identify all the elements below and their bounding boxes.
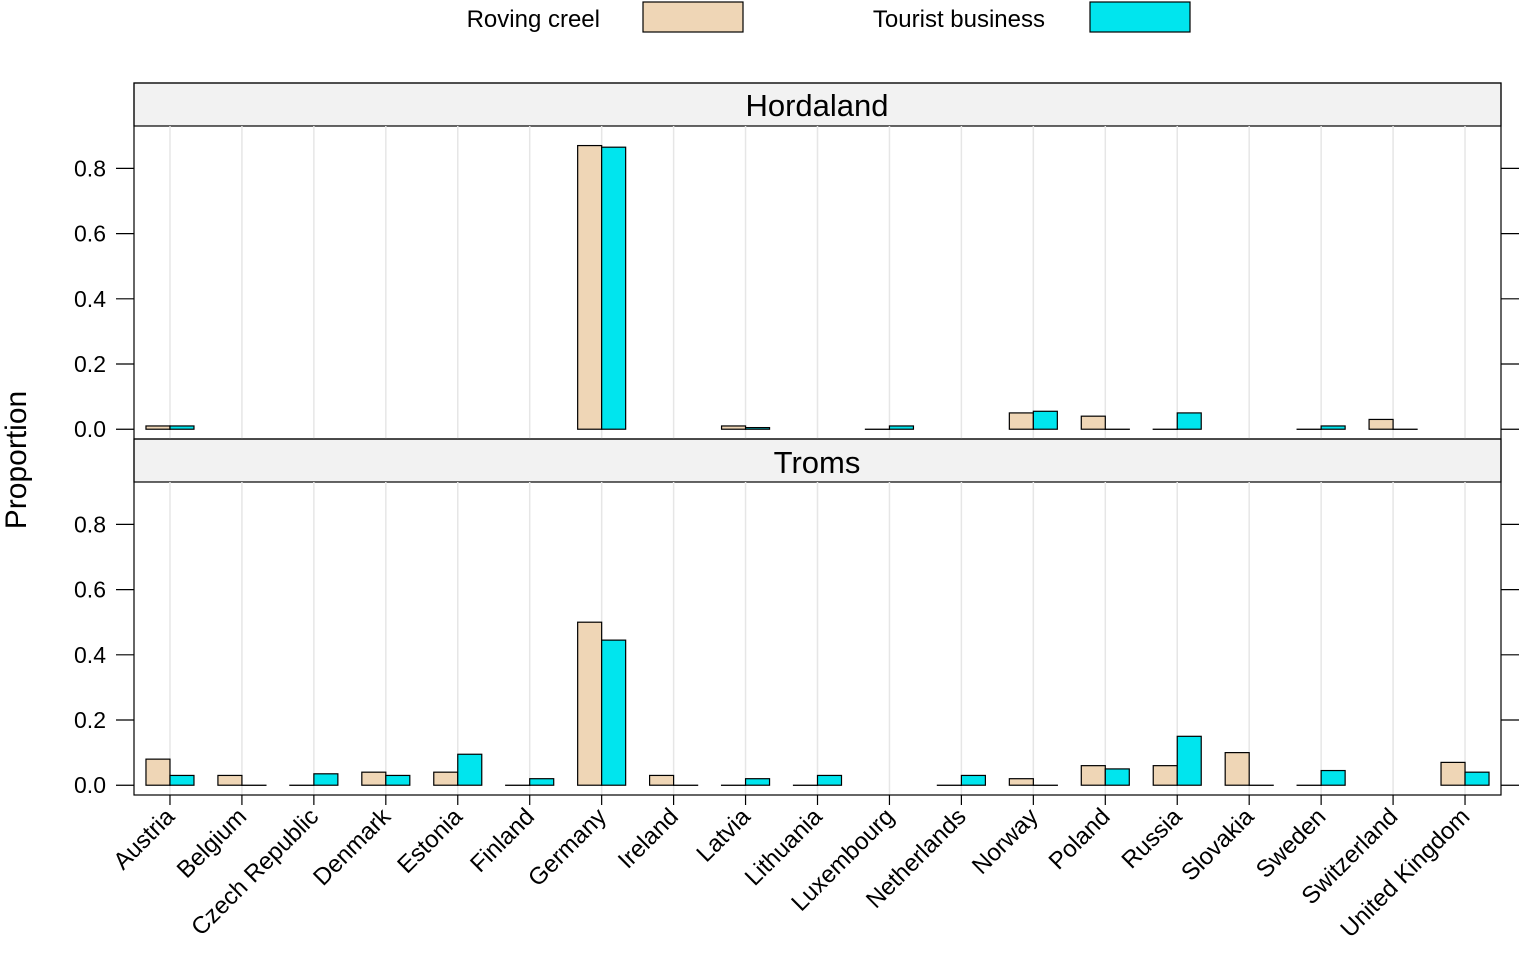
bar-troms-roving-creel-russia — [1152, 765, 1178, 786]
y-tick-label-hordaland-0: 0.0 — [74, 416, 106, 442]
y-axis-title: Proportion — [0, 391, 33, 529]
legend-swatch-tourist-business — [1089, 1, 1191, 33]
plot-frame — [133, 82, 1502, 796]
y-tick-label-hordaland-4: 0.8 — [74, 155, 106, 181]
bar-troms-tourist-business-estonia — [457, 753, 483, 786]
y-tick-label-troms-1: 0.2 — [74, 707, 106, 733]
bar-hordaland-roving-creel-germany — [577, 144, 603, 430]
y-tick-label-troms-4: 0.8 — [74, 511, 106, 537]
bar-hordaland-tourist-business-luxembourg — [888, 425, 915, 430]
y-tick-label-hordaland-1: 0.2 — [74, 351, 106, 377]
bar-troms-tourist-business-sweden — [1320, 769, 1346, 786]
bar-hordaland-roving-creel-norway — [1008, 412, 1034, 430]
bar-troms-roving-creel-poland — [1080, 765, 1106, 786]
bar-hordaland-roving-creel-austria — [145, 425, 171, 430]
panel-plot-troms — [145, 482, 1490, 795]
bar-troms-roving-creel-slovakia — [1224, 752, 1250, 786]
panel-title-hordaland: Hordaland — [745, 88, 888, 123]
y-tick-label-hordaland-2: 0.4 — [74, 286, 106, 312]
bar-hordaland-roving-creel-poland — [1080, 415, 1106, 430]
bar-hordaland-tourist-business-germany — [601, 146, 627, 430]
panel-title-troms: Troms — [774, 445, 861, 480]
y-tick-label-hordaland-3: 0.6 — [74, 221, 106, 247]
y-tick-label-troms-0: 0.0 — [74, 772, 106, 798]
legend-label-tourist-business: Tourist business — [873, 6, 1045, 33]
bar-troms-roving-creel-belgium — [217, 774, 243, 786]
y-tick-label-troms-3: 0.6 — [74, 577, 106, 603]
legend-swatch-roving-creel — [642, 1, 744, 33]
bar-troms-tourist-business-latvia — [744, 778, 771, 786]
panel-strip-troms: Troms — [133, 438, 1502, 483]
bar-troms-tourist-business-germany — [601, 639, 627, 786]
bar-troms-tourist-business-lithuania — [816, 774, 843, 786]
panel-strip-hordaland: Hordaland — [133, 82, 1502, 127]
bar-troms-tourist-business-netherlands — [960, 774, 986, 786]
bar-hordaland-roving-creel-switzerland — [1368, 418, 1394, 430]
bar-hordaland-tourist-business-austria — [169, 425, 195, 430]
bar-troms-tourist-business-finland — [529, 778, 555, 786]
bar-troms-roving-creel-norway — [1008, 778, 1034, 786]
bar-troms-roving-creel-estonia — [433, 771, 459, 786]
bar-troms-roving-creel-denmark — [361, 771, 387, 786]
bar-hordaland-tourist-business-russia — [1176, 412, 1202, 430]
bar-troms-tourist-business-denmark — [385, 774, 411, 786]
legend-label-roving-creel: Roving creel — [467, 6, 600, 33]
bar-troms-tourist-business-poland — [1104, 768, 1130, 786]
bar-hordaland-roving-creel-latvia — [720, 425, 747, 430]
bar-troms-tourist-business-russia — [1176, 735, 1202, 786]
y-tick-label-troms-2: 0.4 — [74, 642, 106, 668]
bar-troms-roving-creel-ireland — [649, 774, 675, 786]
bar-hordaland-tourist-business-latvia — [744, 426, 771, 430]
y-axes: 0.0 0.2 0.4 0.6 0.8 0.0 0.2 0.4 0.6 0.8 — [74, 155, 1519, 798]
bar-hordaland-tourist-business-norway — [1032, 410, 1058, 430]
legend: Roving creel Tourist business — [467, 1, 1191, 33]
bar-troms-tourist-business-czech-republic — [313, 773, 339, 786]
panel-plot-hordaland — [145, 126, 1466, 439]
bar-hordaland-tourist-business-sweden — [1320, 425, 1346, 430]
bar-troms-roving-creel-united-kingdom — [1440, 761, 1466, 786]
bar-troms-tourist-business-united-kingdom — [1464, 771, 1490, 786]
bar-troms-roving-creel-germany — [577, 621, 603, 786]
bar-troms-roving-creel-austria — [145, 758, 171, 786]
bar-troms-tourist-business-austria — [169, 774, 195, 786]
